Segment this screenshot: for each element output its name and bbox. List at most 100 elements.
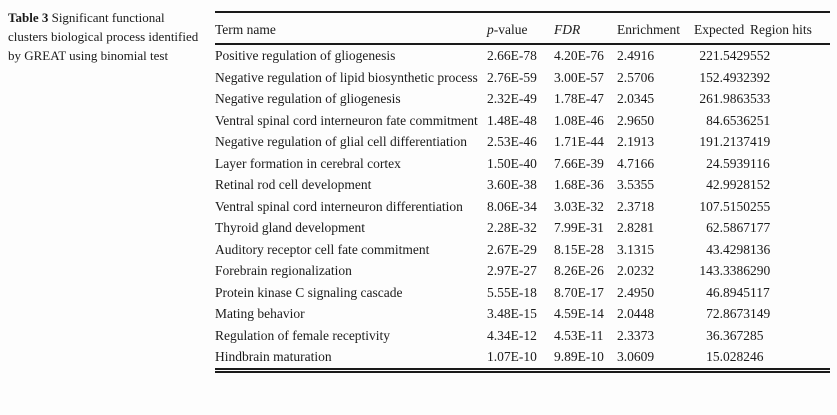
enrichment-cell: 3.0609	[617, 349, 655, 364]
expected-cell: 152.4932	[699, 69, 750, 85]
pvalue-cell: 2.97E-27	[487, 263, 537, 278]
expected-cell: 84.6536	[706, 112, 750, 128]
term-cell: Protein kinase C signaling cascade	[215, 284, 403, 300]
term-cell: Retinal rod cell development	[215, 177, 372, 192]
column-header-enrichment: Enrichment	[617, 12, 694, 45]
expected-cell: 43.4298	[706, 241, 750, 257]
enrichment-cell: 2.0345	[617, 91, 655, 106]
region-hits-cell: 117	[750, 284, 770, 300]
table-body: Positive regulation of gliogenesis 2.66E…	[215, 44, 830, 370]
expected-cell: 62.5867	[706, 220, 750, 235]
expected-cell: 42.9928	[706, 177, 750, 192]
expected-cell: 46.8945	[706, 284, 750, 300]
pvalue-cell: 1.48E-48	[487, 112, 537, 128]
table-row: Hindbrain maturation 1.07E-10 9.89E-10 3…	[215, 346, 830, 370]
enrichment-cell: 2.3373	[617, 327, 655, 343]
pvalue-cell: 2.32E-49	[487, 91, 537, 106]
enrichment-cell: 4.7166	[617, 155, 655, 171]
table-row: Positive regulation of gliogenesis 2.66E…	[215, 44, 830, 67]
expected-cell: 72.8673	[706, 306, 750, 321]
table-row: Negative regulation of lipid biosyntheti…	[215, 67, 830, 89]
term-cell: Forebrain regionalization	[215, 263, 352, 278]
fdr-cell: 1.08E-46	[554, 112, 604, 128]
table-row: Mating behavior 3.48E-15 4.59E-14 2.0448…	[215, 303, 830, 325]
pvalue-rest: -value	[493, 22, 528, 37]
fdr-cell: 4.53E-11	[554, 327, 604, 343]
expected-cell: 143.3386	[699, 263, 750, 278]
region-hits-cell: 152	[750, 177, 771, 192]
term-cell: Ventral spinal cord interneuron differen…	[215, 198, 463, 214]
enrichment-cell: 3.1315	[617, 241, 655, 257]
pvalue-cell: 2.66E-78	[487, 48, 537, 63]
term-cell: Auditory receptor cell fate commitment	[215, 241, 430, 257]
fdr-cell: 8.15E-28	[554, 241, 604, 257]
header-row: Term name p-value FDR Enrichment Expecte…	[215, 12, 830, 45]
enrichment-cell: 2.9650	[617, 112, 655, 128]
pvalue-cell: 3.60E-38	[487, 177, 537, 192]
region-hits-cell: 46	[750, 349, 764, 364]
pvalue-cell: 2.28E-32	[487, 220, 537, 235]
expected-cell: 24.5939	[706, 155, 750, 171]
expected-cell: 261.9863	[699, 91, 750, 106]
column-header-fdr: FDR	[554, 12, 617, 45]
term-cell: Thyroid gland development	[215, 220, 365, 235]
column-header-pvalue: p-value	[487, 12, 554, 45]
term-cell: Ventral spinal cord interneuron fate com…	[215, 112, 478, 128]
pvalue-cell: 1.07E-10	[487, 349, 537, 364]
region-hits-cell: 177	[750, 220, 771, 235]
region-hits-cell: 552	[750, 48, 771, 63]
fdr-cell: 1.78E-47	[554, 91, 604, 106]
table-row: Negative regulation of glial cell differ…	[215, 131, 830, 153]
pvalue-cell: 5.55E-18	[487, 284, 537, 300]
table-row: Forebrain regionalization 2.97E-27 8.26E…	[215, 260, 830, 282]
region-hits-cell: 136	[750, 241, 771, 257]
table-row: Negative regulation of gliogenesis 2.32E…	[215, 88, 830, 110]
enrichment-cell: 2.0232	[617, 263, 655, 278]
enrichment-cell: 2.3718	[617, 198, 655, 214]
pvalue-cell: 8.06E-34	[487, 198, 537, 214]
enrichment-cell: 2.0448	[617, 306, 655, 321]
table-row: Ventral spinal cord interneuron fate com…	[215, 110, 830, 132]
fdr-cell: 1.68E-36	[554, 177, 604, 192]
term-cell: Negative regulation of glial cell differ…	[215, 134, 468, 149]
fdr-cell: 1.71E-44	[554, 134, 604, 149]
pvalue-p: p	[487, 22, 494, 37]
enrichment-cell: 2.8281	[617, 220, 655, 235]
fdr-cell: 7.66E-39	[554, 155, 604, 171]
pvalue-cell: 4.34E-12	[487, 327, 537, 343]
fdr-cell: 8.26E-26	[554, 263, 604, 278]
region-hits-cell: 255	[750, 198, 771, 214]
region-hits-cell: 85	[750, 327, 764, 343]
fdr-cell: 4.20E-76	[554, 48, 604, 63]
fdr-cell: 4.59E-14	[554, 306, 604, 321]
region-hits-cell: 290	[750, 263, 771, 278]
expected-cell: 107.5150	[699, 198, 750, 214]
enrichment-cell: 2.5706	[617, 69, 655, 85]
column-header-region-hits: Region hits	[750, 12, 830, 45]
expected-cell: 36.3672	[706, 327, 750, 343]
pvalue-cell: 2.76E-59	[487, 69, 537, 85]
table-wrap: Term name p-value FDR Enrichment Expecte…	[215, 11, 830, 373]
table-row: Thyroid gland development 2.28E-32 7.99E…	[215, 217, 830, 239]
table-row: Auditory receptor cell fate commitment 2…	[215, 239, 830, 261]
pvalue-cell: 3.48E-15	[487, 306, 537, 321]
table-row: Ventral spinal cord interneuron differen…	[215, 196, 830, 218]
table-row: Retinal rod cell development 3.60E-38 1.…	[215, 174, 830, 196]
term-cell: Hindbrain maturation	[215, 349, 332, 364]
pvalue-cell: 2.67E-29	[487, 241, 537, 257]
fdr-cell: 3.00E-57	[554, 69, 604, 85]
enrichment-cell: 3.5355	[617, 177, 655, 192]
region-hits-cell: 149	[750, 306, 771, 321]
region-hits-cell: 116	[750, 155, 770, 171]
enrichment-cell: 2.1913	[617, 134, 655, 149]
term-cell: Layer formation in cerebral cortex	[215, 155, 401, 171]
expected-cell: 15.0282	[706, 349, 750, 364]
enrichment-cell: 2.4916	[617, 48, 655, 63]
pvalue-cell: 1.50E-40	[487, 155, 537, 171]
expected-cell: 191.2137	[699, 134, 750, 149]
term-cell: Positive regulation of gliogenesis	[215, 48, 396, 63]
table-caption: Table 3 Significant functional clusters …	[8, 8, 204, 65]
column-header-term: Term name	[215, 12, 487, 45]
table-header: Term name p-value FDR Enrichment Expecte…	[215, 12, 830, 45]
column-header-expected: Expected	[694, 12, 750, 45]
